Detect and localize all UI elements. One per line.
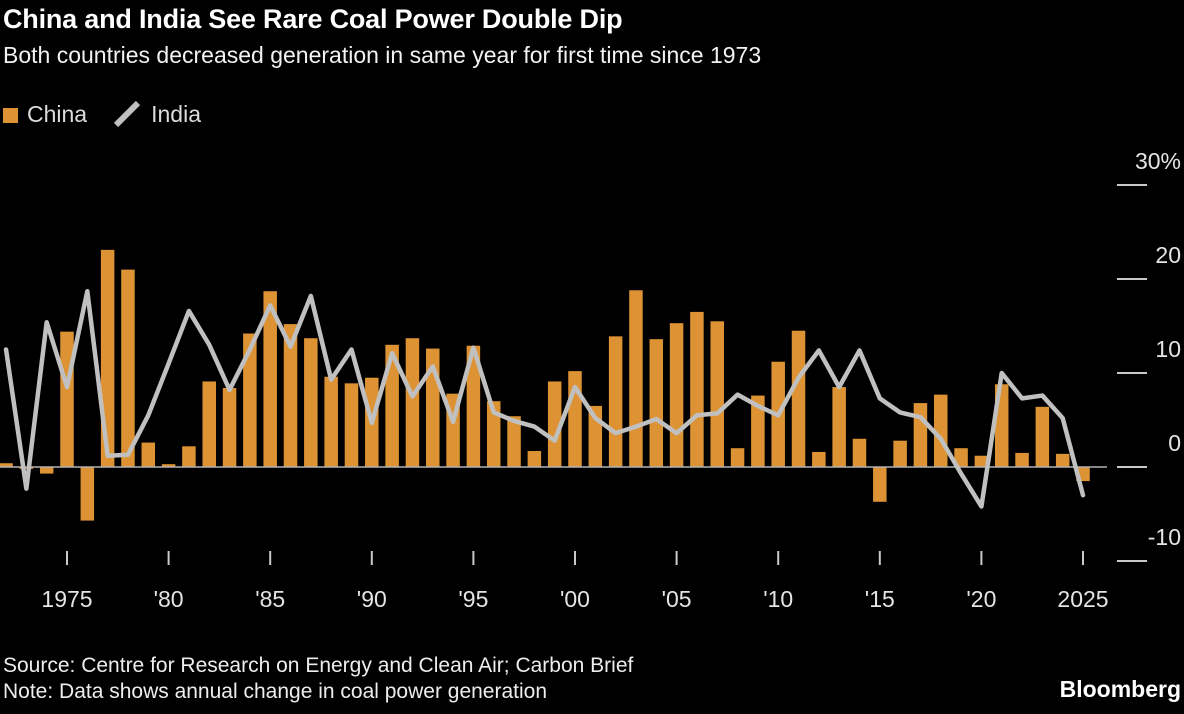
china-bar-2012 [812,451,826,467]
china-bar-1988 [324,376,338,467]
china-bar-2024 [1055,453,1070,467]
x-tick-label: '90 [357,586,387,612]
china-bar-2016 [893,440,907,467]
china-bar-2020 [974,455,989,467]
china-bar-1991 [385,344,399,467]
china-bar-1998 [527,451,542,467]
china-bar-swatch-icon [3,107,18,123]
china-bar-1976 [80,467,95,521]
china-bar-1989 [344,383,359,467]
india-line-swatch-icon [113,100,141,128]
y-tick-label: 30% [1135,148,1181,174]
chart-subtitle: Both countries decreased generation in s… [3,42,762,68]
india-line-series [3,288,1086,509]
legend-label-india: India [151,100,201,127]
x-tick-label: 2025 [1057,586,1108,612]
x-tick-label: '10 [763,586,793,612]
china-bar-1974 [39,467,54,474]
china-bar-1992 [405,338,420,467]
china-bar-2008 [730,448,745,467]
china-bar-1996 [486,401,501,467]
y-tick-label: -10 [1148,524,1181,550]
china-bar-2003 [629,290,643,467]
y-tick-label: 0 [1168,430,1181,456]
note-line: Note: Data shows annual change in coal p… [3,680,548,703]
china-bar-1983 [222,388,237,467]
china-bar-2009 [751,395,765,467]
china-bar-2019 [954,448,968,467]
legend: China India [3,100,201,128]
china-bar-2006 [690,311,704,467]
x-tick-label: '95 [458,586,488,612]
x-tick-label: '05 [662,586,692,612]
x-tick-label: '80 [154,586,184,612]
china-bar-1995 [466,345,481,467]
china-bar-1999 [547,381,562,467]
china-bar-1982 [202,381,216,467]
china-bar-1975 [60,331,74,467]
bloomberg-logo: Bloomberg [1059,676,1181,702]
china-bar-1978 [121,269,135,467]
china-bar-1981 [182,446,196,467]
china-bar-1972 [0,463,13,467]
legend-label-china: China [27,100,88,127]
x-tick-label: '00 [560,586,590,612]
china-bar-1979 [141,442,156,467]
china-bar-1984 [243,333,257,467]
china-bar-2014 [852,438,867,467]
chart-title: China and India See Rare Coal Power Doub… [3,4,623,34]
china-bar-2005 [669,323,684,467]
x-tick-label: '20 [966,586,996,612]
source-note-block: Source: Centre for Research on Energy an… [3,653,633,705]
source-line: Source: Centre for Research on Energy an… [3,654,634,677]
china-bar-2015 [873,467,887,502]
china-bar-2023 [1035,406,1050,467]
x-tick-label: '85 [255,586,285,612]
china-bar-1987 [304,338,318,467]
china-bar-1985 [263,291,277,467]
china-bar-2022 [1015,452,1029,467]
china-bar-2004 [649,339,664,467]
china-bar-2011 [791,330,806,467]
china-bar-2017 [913,403,928,467]
china-bar-2013 [832,387,846,467]
china-bar-1980 [161,464,176,467]
china-bar-2007 [710,321,724,467]
x-tick-label: 1975 [41,586,92,612]
china-bar-1973 [19,467,34,469]
x-tick-label: '15 [865,586,895,612]
y-tick-label: 20 [1155,242,1181,268]
china-bar-1986 [283,324,298,467]
china-bar-2002 [608,336,623,467]
y-tick-label: 10 [1155,336,1181,362]
china-bar-1997 [507,416,521,467]
